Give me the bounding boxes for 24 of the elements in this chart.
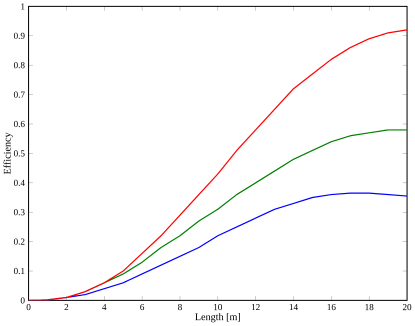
y-tick-label: 1 <box>21 4 24 10</box>
x-axis-title: Length [m] <box>195 313 240 322</box>
y-tick-label: 0.1 <box>14 268 24 274</box>
y-tick-label: 0 <box>20 298 25 304</box>
y-tick-label: 0.8 <box>14 62 25 68</box>
y-tick-label: 0.2 <box>14 238 24 245</box>
x-tick-label: 16 <box>328 304 336 310</box>
y-tick-label: 0.3 <box>14 209 25 216</box>
y-tick-label: 0.7 <box>14 92 25 98</box>
y-tick-label: 0.4 <box>14 180 25 186</box>
y-tick-label: 0.5 <box>14 150 25 157</box>
x-tick-label: 4 <box>102 304 106 310</box>
y-axis-title: Efficiency <box>3 132 13 174</box>
x-tick-label: 14 <box>290 304 298 310</box>
x-tick-label: 6 <box>140 304 144 310</box>
x-tick-label: 12 <box>252 304 260 310</box>
x-tick-label: 20 <box>402 304 412 310</box>
x-tick-label: 18 <box>365 304 374 310</box>
x-tick-label: 10 <box>214 304 222 310</box>
y-tick-label: 0.9 <box>14 32 25 40</box>
x-tick-label: 2 <box>64 304 68 310</box>
x-tick-label: 0 <box>26 304 30 310</box>
y-tick-label: 0.6 <box>14 121 25 128</box>
x-tick-label: 8 <box>178 304 182 310</box>
